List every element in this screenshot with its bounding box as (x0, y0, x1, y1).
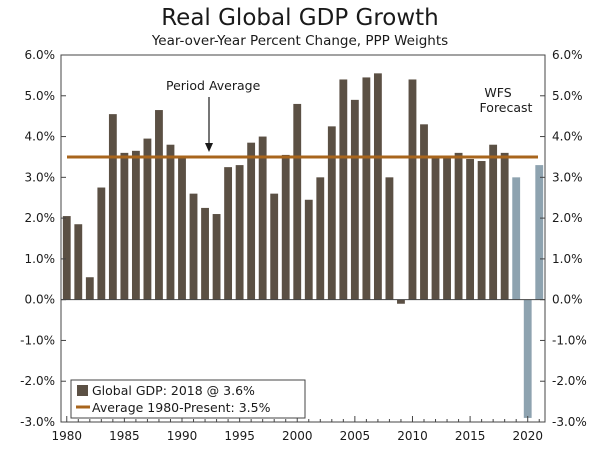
bars-group (62, 73, 544, 418)
y-tick-label-left: 0.0% (25, 293, 56, 307)
gdp-bar-1999 (281, 154, 290, 300)
gdp-bar-2018 (500, 152, 509, 300)
y-tick-label-right: 6.0% (552, 48, 583, 62)
gdp-bar-1989 (166, 144, 175, 300)
gdp-bar-2005 (350, 99, 359, 300)
y-tick-label-right: -1.0% (552, 333, 587, 347)
chart-subtitle: Year-over-Year Percent Change, PPP Weigh… (151, 33, 449, 49)
y-tick-label-left: -2.0% (20, 374, 55, 388)
x-tick-label: 1990 (167, 429, 198, 443)
gdp-bar-1981 (74, 224, 83, 300)
y-tick-label-right: 3.0% (552, 170, 583, 184)
gdp-bar-1992 (201, 207, 209, 300)
gdp-bar-1984 (108, 114, 117, 300)
y-tick-label-right: 0.0% (552, 293, 583, 307)
x-tick-label: 2020 (512, 429, 543, 443)
gdp-bar-1982 (85, 277, 94, 300)
gdp-bar-2016 (477, 161, 486, 300)
gdp-bar-2010 (408, 79, 417, 300)
y-tick-label-left: -1.0% (20, 333, 55, 347)
forecast-bar-2021 (535, 165, 544, 300)
forecast-bar-2020 (523, 299, 532, 418)
legend-bar-swatch (77, 385, 88, 396)
gdp-bar-1983 (97, 187, 106, 300)
gdp-bar-1995 (235, 165, 244, 300)
legend-box (70, 379, 306, 419)
x-tick-label: 1995 (224, 429, 255, 443)
gdp-bar-2004 (339, 79, 348, 300)
gdp-bar-1990 (178, 156, 186, 300)
x-tick-label: 2010 (397, 429, 428, 443)
x-tick-label: 2000 (282, 429, 313, 443)
forecast-label: Forecast (480, 100, 533, 115)
y-tick-label-left: 3.0% (25, 170, 56, 184)
gdp-bar-2015 (466, 158, 475, 300)
gdp-bar-2014 (454, 152, 463, 300)
gdp-bar-1988 (155, 110, 163, 300)
gdp-bar-2003 (327, 126, 336, 300)
gdp-bar-1996 (247, 142, 256, 300)
period-average-label: Period Average (166, 78, 261, 93)
y-tick-label-left: 1.0% (25, 252, 56, 266)
gdp-bar-2008 (385, 177, 394, 300)
y-tick-label-left: 6.0% (25, 48, 56, 62)
y-tick-label-right: 5.0% (552, 89, 583, 103)
y-tick-label-left: 4.0% (25, 130, 56, 144)
gdp-bar-2013 (443, 156, 451, 300)
gdp-bar-2000 (293, 103, 302, 300)
y-tick-label-right: -3.0% (552, 415, 587, 429)
gdp-bar-2007 (373, 73, 382, 300)
x-tick-label: 1985 (109, 429, 140, 443)
wfs-label: WFS (484, 85, 511, 100)
legend: Global GDP: 2018 @ 3.6% Average 1980-Pre… (70, 379, 306, 419)
gdp-bar-2002 (316, 177, 325, 300)
gdp-bar-2006 (362, 77, 371, 300)
legend-line-label: Average 1980-Present: 3.5% (92, 400, 271, 415)
y-tick-label-right: 2.0% (552, 211, 583, 225)
gdp-bar-1994 (224, 167, 233, 300)
gdp-bar-1997 (258, 136, 267, 300)
gdp-bar-2009 (397, 299, 405, 304)
x-tick-label: 2005 (340, 429, 371, 443)
gdp-bar-1987 (143, 138, 152, 300)
gdp-bar-1993 (212, 214, 221, 300)
gdp-bar-2012 (431, 156, 440, 300)
x-tick-label: 2015 (455, 429, 486, 443)
x-tick-label: 1980 (51, 429, 82, 443)
chart-title: Real Global GDP Growth (161, 5, 439, 31)
gdp-bar-2011 (420, 124, 428, 300)
forecast-bar-2019 (512, 177, 521, 300)
axis-ticks: 6.0% 6.0% 5.0% 5.0% 4.0% 4.0% 3.0% 3.0% 2.0% 2.0%… (20, 48, 587, 443)
y-tick-label-right: -2.0% (552, 374, 587, 388)
gdp-bar-1998 (270, 193, 279, 300)
gdp-bar-2001 (304, 199, 313, 300)
gdp-bar-1980 (62, 216, 71, 300)
gdp-bar-1985 (120, 152, 129, 300)
y-tick-label-left: 2.0% (25, 211, 56, 225)
y-tick-label-right: 1.0% (552, 252, 583, 266)
y-tick-label-right: 4.0% (552, 130, 583, 144)
y-tick-label-left: 5.0% (25, 89, 56, 103)
gdp-bar-1986 (131, 150, 140, 300)
gdp-bar-1991 (189, 193, 198, 300)
gdp-bar-2017 (489, 144, 498, 300)
plot-frame (60, 54, 546, 423)
legend-bar-label: Global GDP: 2018 @ 3.6% (92, 383, 255, 398)
period-average-arrow-head (205, 143, 213, 152)
y-tick-label-left: -3.0% (20, 415, 55, 429)
